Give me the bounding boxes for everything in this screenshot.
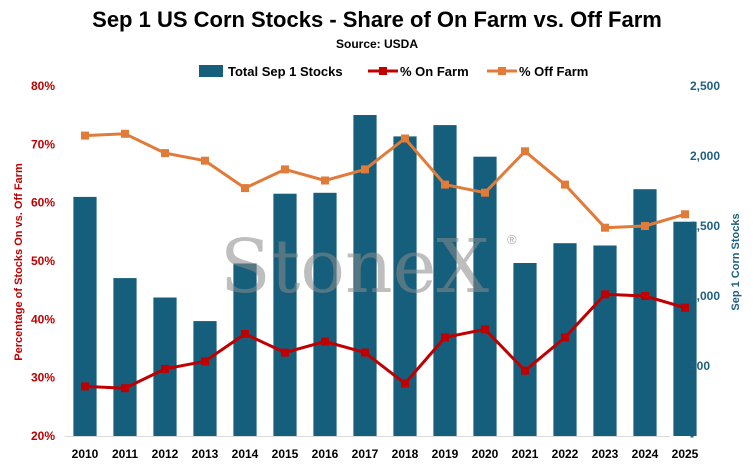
point-on-farm-2014 bbox=[241, 329, 249, 338]
line-series bbox=[81, 129, 689, 393]
bar-2020 bbox=[473, 156, 497, 436]
bar-2018 bbox=[393, 136, 417, 436]
point-off-farm-2011 bbox=[121, 129, 129, 138]
legend-marker-on-farm bbox=[379, 67, 387, 75]
bar-2019 bbox=[433, 125, 457, 436]
point-on-farm-2013 bbox=[201, 357, 209, 366]
y-axis-right-ticks: - 500 1,000 1,500 2,000 2,500 bbox=[690, 79, 720, 443]
x-tick-label: 2011 bbox=[112, 447, 138, 461]
x-tick-label: 2022 bbox=[552, 447, 579, 461]
y-right-tick-label: 500 bbox=[690, 359, 710, 373]
x-tick-label: 2016 bbox=[312, 447, 339, 461]
y-left-tick-label: 80% bbox=[31, 79, 55, 93]
chart-title: Sep 1 US Corn Stocks - Share of On Farm … bbox=[92, 7, 662, 32]
y-right-tick-label: 2,500 bbox=[690, 79, 720, 93]
x-tick-label: 2018 bbox=[392, 447, 419, 461]
point-off-farm-2019 bbox=[441, 180, 449, 189]
bar-2021 bbox=[513, 263, 537, 436]
y-left-tick-label: 40% bbox=[31, 312, 55, 326]
x-tick-label: 2015 bbox=[272, 447, 299, 461]
y-right-tick-label: 1,000 bbox=[690, 289, 720, 303]
y-left-tick-label: 70% bbox=[31, 137, 55, 151]
x-tick-label: 2010 bbox=[72, 447, 99, 461]
line-on-farm bbox=[84, 292, 686, 390]
point-off-farm-2014 bbox=[241, 184, 249, 193]
point-on-farm-2016 bbox=[321, 337, 329, 346]
point-off-farm-2022 bbox=[561, 180, 569, 189]
legend-swatch-total-stocks bbox=[199, 65, 223, 77]
point-off-farm-2010 bbox=[81, 131, 89, 140]
point-off-farm-2013 bbox=[201, 156, 209, 165]
y-axis-left-ticks: 20% 30% 40% 50% 60% 70% 80% bbox=[31, 79, 55, 443]
point-on-farm-2019 bbox=[441, 333, 449, 342]
y-right-tick-label: 2,000 bbox=[690, 149, 720, 163]
point-off-farm-2015 bbox=[281, 165, 289, 174]
y-left-tick-label: 30% bbox=[31, 371, 55, 385]
y-left-tick-label: 60% bbox=[31, 196, 55, 210]
point-off-farm-2017 bbox=[361, 165, 369, 174]
y-right-tick-label: - bbox=[690, 429, 694, 443]
point-on-farm-2017 bbox=[361, 348, 369, 357]
y-right-tick-label: 1,500 bbox=[690, 219, 720, 233]
x-tick-label: 2019 bbox=[432, 447, 459, 461]
x-tick-label: 2013 bbox=[192, 447, 219, 461]
point-on-farm-2021 bbox=[521, 366, 529, 375]
x-tick-label: 2017 bbox=[352, 447, 379, 461]
x-tick-label: 2025 bbox=[672, 447, 699, 461]
chart-subtitle: Source: USDA bbox=[336, 37, 418, 51]
x-tick-label: 2012 bbox=[152, 447, 179, 461]
x-tick-label: 2023 bbox=[592, 447, 619, 461]
x-axis-ticks: 2010 2011 2012 2013 2014 2015 2016 2017 2018 2019… bbox=[72, 447, 699, 461]
legend: Total Sep 1 Stocks % On Farm % Off Farm bbox=[199, 64, 588, 79]
point-off-farm-2021 bbox=[521, 147, 529, 156]
point-on-farm-2022 bbox=[561, 333, 569, 342]
watermark-registered-mark: ® bbox=[507, 232, 517, 247]
point-off-farm-2025 bbox=[681, 210, 689, 219]
bar-2015 bbox=[273, 193, 297, 436]
point-on-farm-2025 bbox=[681, 303, 689, 312]
point-on-farm-2012 bbox=[161, 364, 169, 373]
point-off-farm-2016 bbox=[321, 176, 329, 185]
point-on-farm-2018 bbox=[401, 379, 409, 388]
point-on-farm-2011 bbox=[121, 384, 129, 393]
point-on-farm-2023 bbox=[601, 290, 609, 299]
point-off-farm-2012 bbox=[161, 149, 169, 158]
bar-2024 bbox=[633, 189, 657, 436]
legend-label-off-farm: % Off Farm bbox=[519, 64, 588, 79]
point-on-farm-2010 bbox=[81, 382, 89, 391]
point-off-farm-2020 bbox=[481, 188, 489, 197]
y-left-tick-label: 20% bbox=[31, 429, 55, 443]
legend-marker-off-farm bbox=[498, 67, 506, 75]
bar-2016 bbox=[313, 192, 337, 436]
line-off-farm bbox=[84, 132, 686, 230]
x-tick-label: 2024 bbox=[632, 447, 659, 461]
bar-2011 bbox=[113, 278, 137, 436]
watermark-text: StoneX bbox=[220, 224, 489, 310]
bar-2023 bbox=[593, 245, 617, 436]
point-off-farm-2018 bbox=[401, 134, 409, 143]
x-tick-label: 2021 bbox=[512, 447, 539, 461]
bar-2013 bbox=[193, 321, 217, 436]
bar-2014 bbox=[233, 263, 257, 436]
point-off-farm-2024 bbox=[641, 222, 649, 230]
point-on-farm-2015 bbox=[281, 348, 289, 357]
watermark-logo: StoneX ® bbox=[220, 224, 517, 310]
point-on-farm-2024 bbox=[641, 292, 649, 300]
x-tick-label: 2020 bbox=[472, 447, 499, 461]
x-tick-label: 2014 bbox=[232, 447, 259, 461]
bar-2025 bbox=[673, 221, 697, 436]
legend-label-total-stocks: Total Sep 1 Stocks bbox=[228, 64, 343, 79]
legend-label-on-farm: % On Farm bbox=[400, 64, 469, 79]
point-off-farm-2023 bbox=[601, 223, 609, 232]
y-left-tick-label: 50% bbox=[31, 254, 55, 268]
point-on-farm-2020 bbox=[481, 325, 489, 334]
y-axis-right-title: Sep 1 Corn Stocks bbox=[730, 213, 742, 310]
y-axis-left-title: Percentage of Stocks On vs. Off Farm bbox=[13, 163, 25, 361]
bar-2010 bbox=[73, 196, 97, 436]
